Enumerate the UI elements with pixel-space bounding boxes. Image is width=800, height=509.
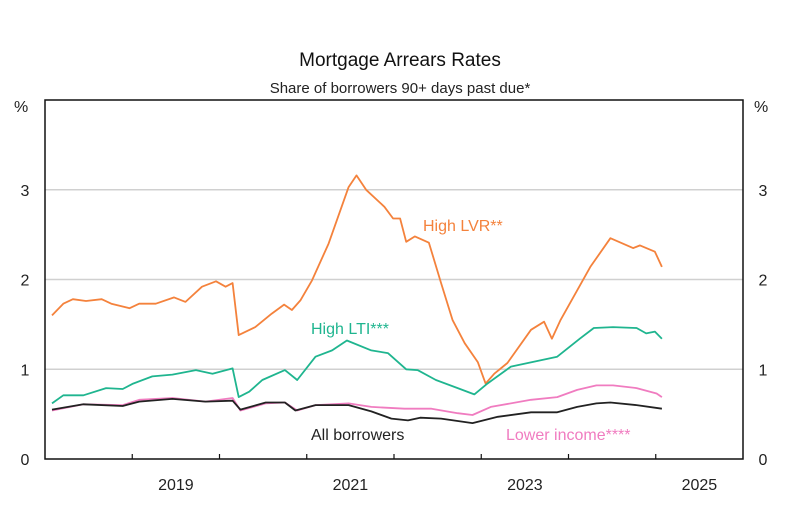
x-tick-label-2023: 2023 — [507, 477, 543, 494]
x-tick-label-2019: 2019 — [158, 477, 194, 494]
series-line-high-lti — [51, 326, 663, 405]
series-line-lower-income — [51, 384, 663, 416]
y-tick-right-3: 3 — [759, 183, 768, 200]
chart-subtitle: Share of borrowers 90+ days past due* — [270, 80, 531, 97]
chart-title: Mortgage Arrears Rates — [299, 50, 501, 71]
y-tick-left-0: 0 — [21, 452, 30, 469]
x-tick-label-2025: 2025 — [682, 477, 718, 494]
series-label-high-lti: High LTI*** — [311, 321, 389, 338]
series-line-all-borrowers — [51, 397, 663, 425]
y-tick-right-2: 2 — [759, 273, 768, 290]
series-label-high-lvr: High LVR** — [423, 218, 503, 235]
y-tick-left-3: 3 — [21, 183, 30, 200]
series-label-all-borrowers: All borrowers — [311, 427, 404, 444]
y-tick-left-2: 2 — [21, 273, 30, 290]
y-tick-right-1: 1 — [759, 362, 768, 379]
series-line-high-lvr — [51, 174, 663, 385]
series-label-lower-income: Lower income**** — [506, 427, 631, 444]
y-tick-left-1: 1 — [21, 362, 30, 379]
y-tick-right-0: 0 — [759, 452, 768, 469]
y-unit-left: % — [14, 99, 28, 116]
x-tick-label-2021: 2021 — [333, 477, 369, 494]
y-unit-right: % — [754, 99, 768, 116]
